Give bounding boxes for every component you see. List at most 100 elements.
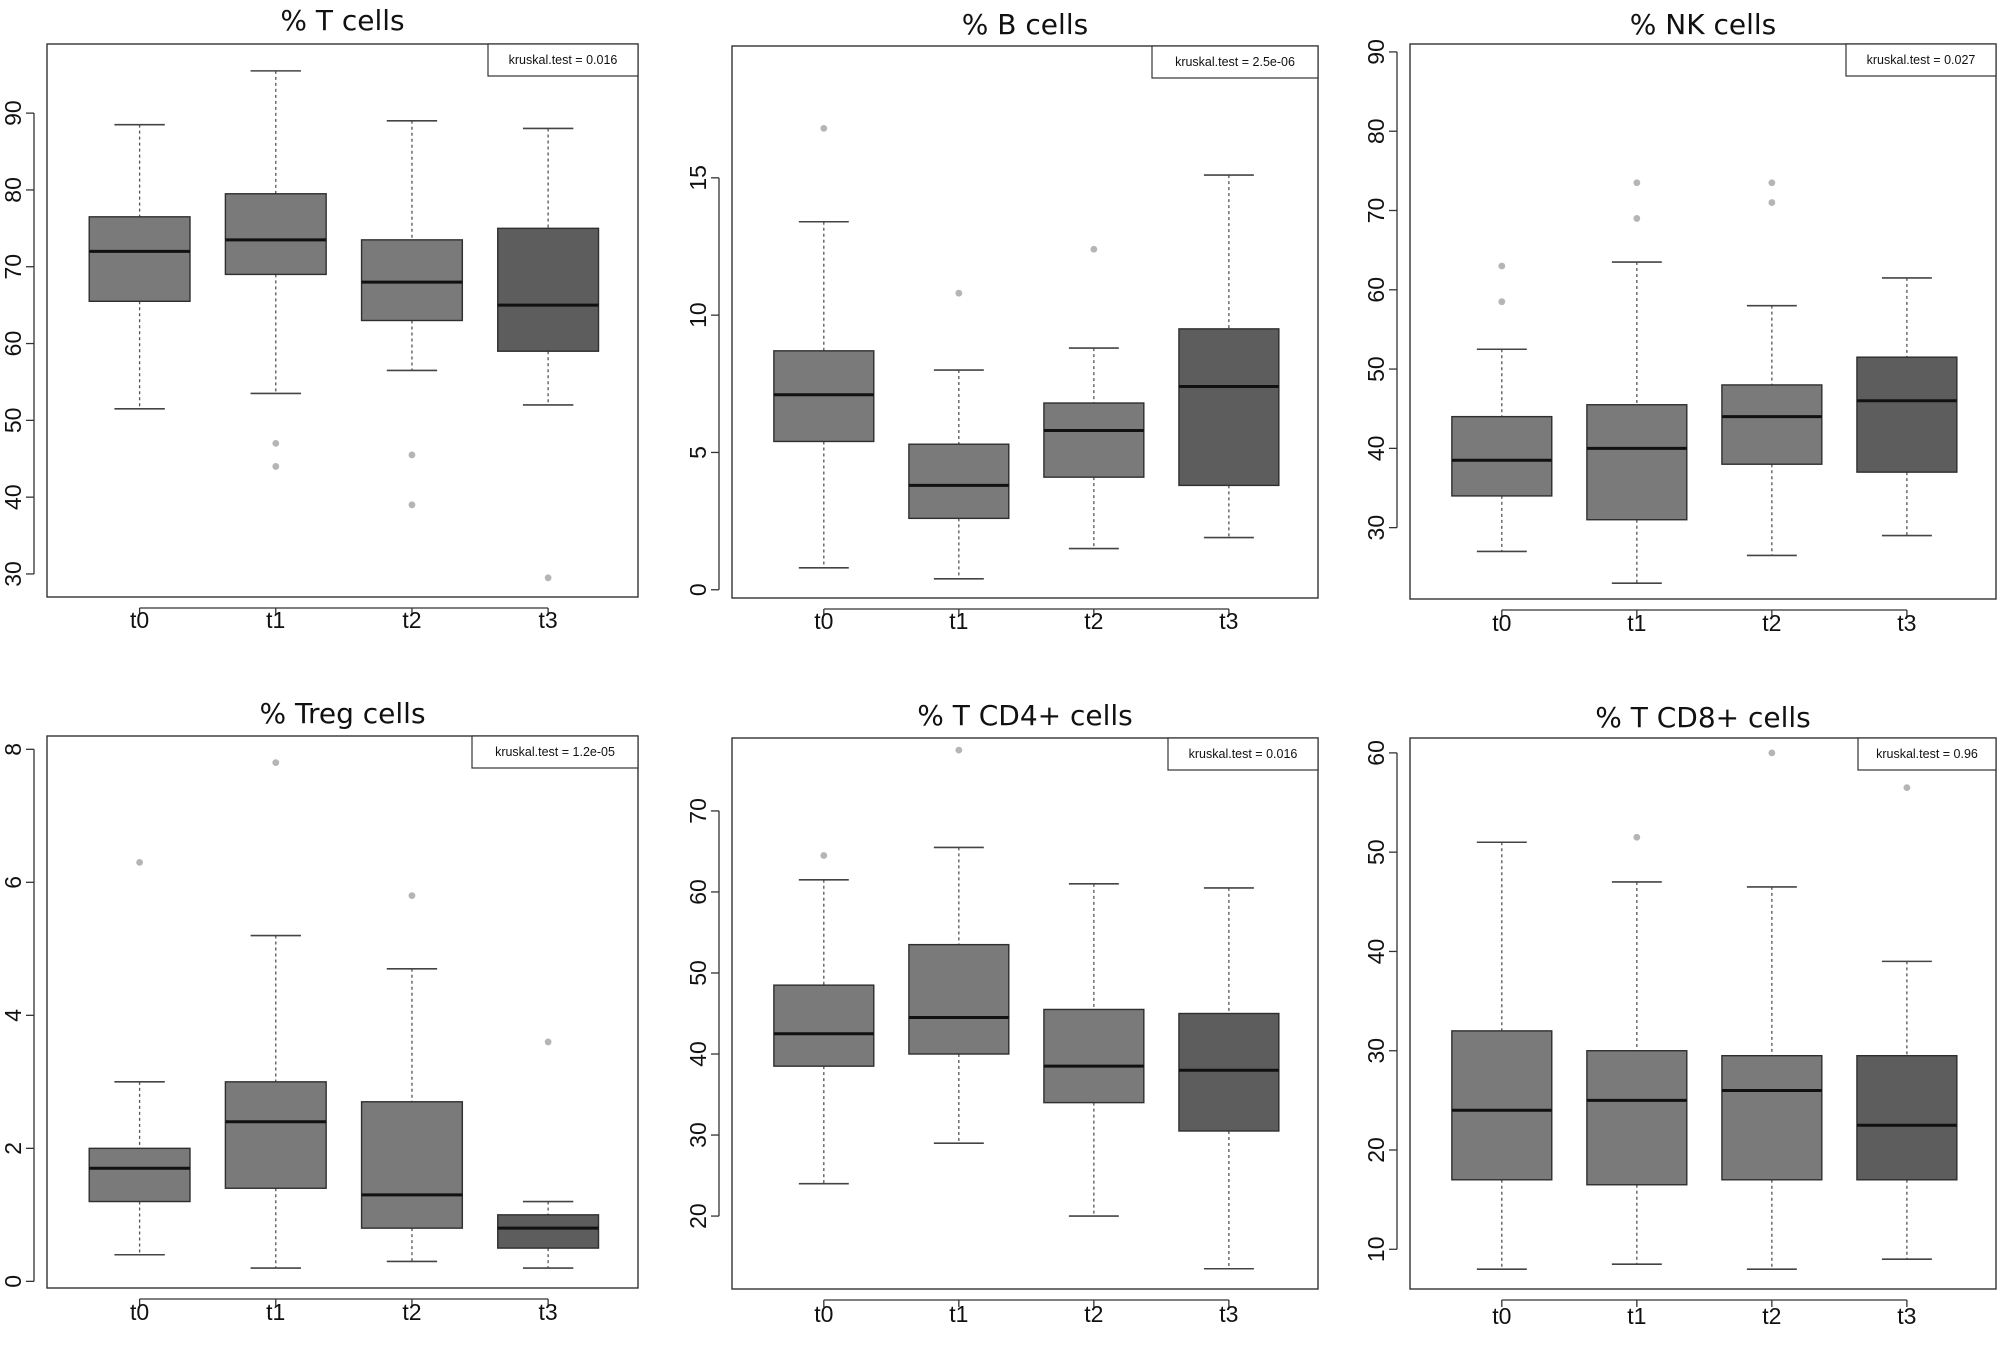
iqr-box	[497, 227, 600, 352]
y-tick-label: 8	[0, 743, 26, 756]
x-tick-label: t2	[1762, 1303, 1781, 1329]
y-tick-label: 90	[1363, 39, 1389, 65]
box-t2	[1721, 179, 1823, 557]
x-tick-label: t3	[539, 607, 558, 633]
panel-title: % T cells	[280, 4, 404, 37]
iqr-box	[908, 443, 1010, 520]
outlier-point	[272, 759, 280, 767]
outlier-point	[1768, 179, 1776, 187]
plot-frame	[1409, 737, 1997, 1290]
x-tick-label: t3	[539, 1299, 558, 1325]
box-t1	[1586, 179, 1688, 584]
plot-frame	[731, 737, 1319, 1290]
x-tick-label: t1	[949, 608, 968, 634]
x-tick-label: t2	[1084, 608, 1103, 634]
y-tick-label: 90	[0, 100, 26, 126]
y-tick-label: 4	[0, 1009, 26, 1022]
outlier-point	[1633, 215, 1641, 222]
outlier-point	[544, 1038, 552, 1046]
box-t0	[773, 852, 875, 1185]
x-tick-label: t0	[130, 1299, 149, 1325]
y-tick-label: 30	[1363, 1038, 1389, 1064]
y-tick-label: 70	[685, 798, 711, 824]
x-tick-label: t1	[266, 607, 285, 633]
test-legend-box	[1167, 737, 1319, 771]
outlier-point	[820, 852, 828, 859]
iqr-box	[88, 216, 191, 302]
test-legend-label: kruskal.test = 0.016	[509, 53, 618, 67]
iqr-box	[1586, 404, 1688, 521]
iqr-box	[88, 1147, 191, 1203]
outlier-point	[955, 746, 963, 754]
x-tick-label: t3	[1219, 608, 1238, 634]
panel-title: % T CD4+ cells	[917, 699, 1133, 732]
test-legend-label: kruskal.test = 1.2e-05	[495, 745, 615, 759]
panel-title: % Treg cells	[259, 697, 425, 730]
test-legend-label: kruskal.test = 0.027	[1867, 53, 1976, 67]
iqr-box	[773, 984, 875, 1067]
y-tick-label: 50	[685, 960, 711, 986]
outlier-point	[955, 289, 963, 297]
box-t0	[1451, 262, 1553, 553]
panel--t-cells: % T cells kruskal.test = 0.016 30 40 50 60 70 8…	[0, 4, 639, 633]
y-tick-label: 80	[1363, 118, 1389, 144]
panel--nk-cells: % NK cells kruskal.test = 0.027 30 40 50 60 70…	[1363, 8, 1997, 636]
panel--treg-cells: % Treg cells kruskal.test = 1.2e-05 0 2 4 6 8 t…	[0, 697, 639, 1325]
test-legend-label: kruskal.test = 2.5e-06	[1175, 55, 1295, 69]
y-tick-label: 40	[1363, 436, 1389, 462]
box-t0	[773, 124, 875, 569]
y-tick-label: 40	[1363, 939, 1389, 965]
iqr-box	[224, 1081, 327, 1189]
outlier-point	[1498, 298, 1506, 306]
iqr-box	[1043, 402, 1145, 478]
y-tick-label: 20	[685, 1203, 711, 1229]
box-t1	[908, 289, 1010, 580]
iqr-box	[1451, 1030, 1553, 1181]
box-t2	[360, 892, 464, 1263]
box-t3	[1856, 277, 1958, 537]
outlier-point	[272, 439, 280, 447]
x-tick-label: t3	[1897, 1303, 1916, 1329]
test-legend-box	[1845, 43, 1997, 77]
y-tick-label: 80	[0, 177, 26, 203]
iqr-box	[360, 1101, 464, 1229]
panel-title: % NK cells	[1630, 8, 1776, 41]
y-tick-label: 60	[685, 879, 711, 905]
iqr-box	[224, 193, 327, 276]
box-t1	[224, 70, 327, 470]
y-tick-label: 30	[685, 1122, 711, 1148]
y-tick-label: 20	[1363, 1137, 1389, 1163]
outlier-point	[1633, 179, 1641, 187]
panel--t-cd8-cells: % T CD8+ cells kruskal.test = 0.96 10 20 30 4…	[1363, 701, 1997, 1329]
box-t2	[360, 120, 464, 509]
panel-title: % T CD8+ cells	[1595, 701, 1811, 734]
y-tick-label: 40	[0, 484, 26, 510]
x-tick-label: t1	[949, 1301, 968, 1327]
iqr-box	[908, 943, 1010, 1055]
box-t3	[1178, 174, 1280, 539]
y-tick-label: 30	[1363, 515, 1389, 541]
test-legend-box	[1151, 45, 1319, 79]
x-tick-label: t0	[1492, 1303, 1511, 1329]
y-tick-label: 10	[1363, 1236, 1389, 1262]
iqr-box	[1178, 328, 1280, 487]
box-t0	[88, 123, 191, 410]
outlier-point	[272, 463, 280, 470]
box-t2	[1043, 883, 1145, 1217]
box-t0	[1451, 841, 1553, 1270]
x-tick-label: t3	[1897, 610, 1916, 636]
outlier-point	[136, 858, 143, 866]
outlier-point	[1633, 833, 1641, 841]
test-legend-label: kruskal.test = 0.016	[1189, 747, 1298, 761]
iqr-box	[497, 1214, 600, 1249]
outlier-point	[1498, 262, 1506, 270]
y-tick-label: 40	[685, 1041, 711, 1067]
outlier-point	[820, 124, 828, 132]
x-tick-label: t2	[1762, 610, 1781, 636]
box-t1	[224, 759, 327, 1269]
box-t2	[1721, 749, 1823, 1270]
test-legend-box	[471, 735, 639, 769]
iqr-box	[1586, 1050, 1688, 1186]
iqr-box	[1043, 1008, 1145, 1104]
